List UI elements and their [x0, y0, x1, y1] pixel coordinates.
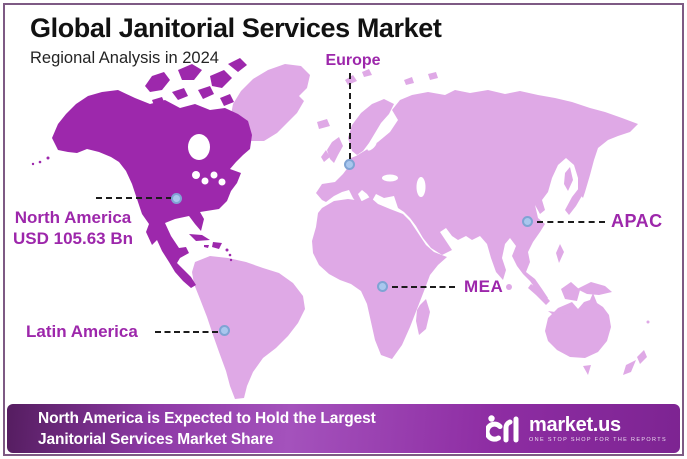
marker-mea	[377, 281, 388, 292]
black-sea	[382, 174, 398, 182]
hudson-bay	[188, 134, 210, 160]
insight-line2: Janitorial Services Market Share	[38, 431, 274, 448]
great-lake	[218, 178, 226, 186]
logo-words: market.us ONE STOP SHOP FOR THE REPORTS	[529, 415, 667, 443]
great-lake	[192, 171, 200, 179]
path-antilles	[229, 258, 233, 262]
path-south-america	[192, 256, 305, 399]
path-canadian-arctic-island	[210, 70, 232, 88]
path-arctic-isle	[428, 72, 438, 80]
path-hispaniola	[212, 242, 222, 249]
logo-tagline: ONE STOP SHOP FOR THE REPORTS	[529, 437, 667, 443]
path-aleutians	[46, 156, 50, 160]
path-new-zealand	[623, 360, 636, 375]
path-ireland	[321, 150, 330, 162]
path-uk	[327, 137, 343, 163]
connector-latin-america	[155, 331, 218, 333]
path-sri-lanka	[506, 284, 512, 290]
map-base-regions	[192, 64, 650, 399]
market-us-logo: market.us ONE STOP SHOP FOR THE REPORTS	[486, 412, 667, 446]
path-java	[548, 311, 573, 319]
path-cuba	[189, 234, 210, 241]
path-australia	[545, 293, 611, 358]
path-greenland	[230, 64, 310, 141]
label-europe: Europe	[325, 52, 381, 69]
path-sakhalin	[564, 167, 573, 191]
baltic-sea	[367, 141, 377, 151]
label-north-america-name: North America	[14, 208, 132, 227]
path-aleutians	[38, 160, 42, 164]
insight-text: North America is Expected to Hold the La…	[38, 408, 376, 450]
label-latin-america: Latin America	[26, 322, 138, 341]
label-north-america: North America USD 105.63 Bn	[4, 207, 142, 249]
path-africa	[312, 197, 447, 359]
market-us-logo-icon	[486, 415, 519, 443]
path-canadian-arctic-island	[198, 86, 214, 99]
map-highlight-region	[31, 58, 252, 288]
path-arctic-isle	[345, 75, 357, 85]
marker-apac	[522, 216, 533, 227]
marker-latin-america	[219, 325, 230, 336]
path-arctic-isle	[362, 69, 372, 77]
path-philippines	[556, 244, 564, 263]
page-subtitle: Regional Analysis in 2024	[30, 49, 219, 67]
connector-europe	[349, 73, 351, 159]
great-lake	[210, 171, 218, 179]
connector-north-america	[96, 197, 172, 199]
path-novaya-zemlya	[409, 97, 428, 132]
great-lake	[201, 177, 209, 185]
insight-line1: North America is Expected to Hold the La…	[38, 410, 376, 427]
marker-north-america	[171, 193, 182, 204]
header: Global Janitorial Services Market Region…	[30, 13, 442, 68]
connector-mea	[392, 286, 455, 288]
path-japan	[565, 188, 583, 215]
path-canadian-arctic-island	[152, 97, 165, 108]
path-antilles	[228, 253, 232, 257]
path-new-guinea	[577, 282, 612, 295]
logo-name: market.us	[529, 414, 621, 436]
path-canadian-arctic-island	[220, 94, 234, 106]
path-canadian-arctic-island	[228, 58, 247, 72]
label-mea: MEA	[464, 277, 504, 296]
path-eurasia	[316, 90, 638, 301]
path-aleutians	[31, 162, 35, 166]
path-scandinavia	[348, 99, 394, 155]
path-iceland	[317, 119, 330, 129]
map-water-overlays	[188, 134, 426, 197]
path-borneo	[561, 282, 580, 301]
marker-europe	[344, 159, 355, 170]
connector-apac	[537, 221, 605, 223]
path-canadian-arctic-island	[172, 88, 188, 100]
page-title: Global Janitorial Services Market	[30, 13, 442, 43]
path-madagascar	[416, 299, 430, 335]
path-antilles	[225, 248, 229, 252]
path-canadian-arctic-island	[178, 64, 202, 80]
path-new-zealand	[637, 350, 647, 364]
path-sumatra	[528, 284, 550, 305]
path-pacific-isle	[646, 320, 650, 324]
path-canadian-arctic-island	[145, 72, 170, 92]
path-arctic-isle	[404, 77, 414, 85]
label-apac: APAC	[611, 211, 663, 231]
caspian-sea	[416, 177, 426, 197]
insight-banner: North America is Expected to Hold the La…	[7, 404, 680, 453]
path-tasmania	[583, 365, 591, 375]
label-north-america-value: USD 105.63 Bn	[13, 229, 133, 248]
path-jamaica	[204, 245, 209, 248]
